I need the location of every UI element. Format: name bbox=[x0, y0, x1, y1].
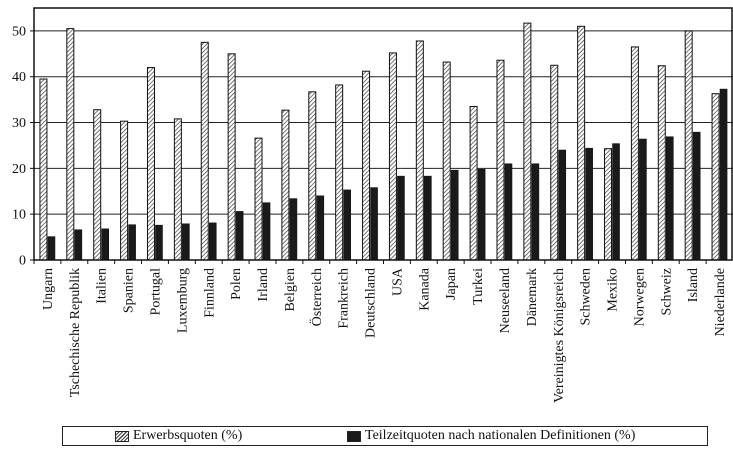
bar-erwerbsquoten bbox=[173, 118, 182, 261]
bar-erwerbsquoten bbox=[362, 70, 371, 261]
bar-erwerbsquoten bbox=[308, 91, 317, 261]
plot-frame bbox=[33, 7, 733, 261]
bar-teilzeitquoten bbox=[665, 136, 674, 261]
bar-teilzeitquoten bbox=[504, 163, 513, 261]
x-tick-label: Belgien bbox=[283, 268, 298, 312]
x-tick-label: Neuseeland bbox=[498, 268, 513, 333]
bar-erwerbsquoten bbox=[523, 22, 532, 261]
x-tick-label: Vereinigtes Königsreich bbox=[552, 268, 567, 403]
bar-erwerbsquoten bbox=[684, 30, 693, 261]
bar-teilzeitquoten bbox=[262, 202, 271, 261]
x-tick-label: Österreich bbox=[308, 268, 325, 326]
bar-erwerbsquoten bbox=[496, 59, 505, 261]
x-tick-label: Tschechische Republik bbox=[68, 268, 83, 397]
bar-teilzeitquoten bbox=[531, 163, 540, 261]
y-tick-label: 30 bbox=[12, 116, 26, 131]
bar-teilzeitquoten bbox=[235, 211, 244, 261]
x-tick-label: Norwegen bbox=[632, 268, 647, 326]
legend-swatch-solid bbox=[347, 430, 361, 442]
bar-erwerbsquoten bbox=[630, 46, 639, 261]
bar-erwerbsquoten bbox=[39, 78, 48, 261]
bar-teilzeitquoten bbox=[612, 143, 620, 261]
bar-erwerbsquoten bbox=[254, 137, 263, 261]
x-tick-label: Mexiko bbox=[606, 268, 621, 312]
bar-teilzeitquoten bbox=[343, 189, 351, 261]
x-tick-label: Polen bbox=[229, 268, 244, 300]
y-tick-label: 0 bbox=[19, 254, 26, 269]
x-tick-label: Frankreich bbox=[337, 268, 352, 329]
bar-erwerbsquoten bbox=[227, 53, 236, 261]
legend-swatch-hatched bbox=[115, 430, 129, 442]
bar-teilzeitquoten bbox=[182, 223, 190, 261]
bar-erwerbsquoten bbox=[711, 93, 720, 261]
bar-erwerbsquoten bbox=[66, 28, 75, 261]
bar-erwerbsquoten bbox=[657, 65, 666, 261]
legend-label: Teilzeitquoten nach nationalen Definitio… bbox=[365, 428, 636, 443]
x-tick-label: Kanada bbox=[417, 267, 432, 311]
bar-erwerbsquoten bbox=[93, 109, 102, 261]
x-tick-label: Dänemark bbox=[525, 268, 540, 326]
bar-erwerbsquoten bbox=[281, 109, 290, 261]
x-tick-label: USA bbox=[390, 267, 405, 296]
bar-teilzeitquoten bbox=[558, 149, 567, 261]
bar-teilzeitquoten bbox=[101, 228, 110, 261]
bar-teilzeitquoten bbox=[289, 198, 298, 261]
bar-erwerbsquoten bbox=[200, 41, 209, 261]
x-tick-label: Luxemburg bbox=[175, 268, 190, 333]
bar-teilzeitquoten bbox=[639, 138, 647, 261]
x-tick-label: Finnland bbox=[202, 268, 217, 318]
bar-teilzeitquoten bbox=[155, 224, 163, 261]
x-tick-label: Irland bbox=[256, 268, 271, 301]
y-tick-label: 40 bbox=[12, 70, 26, 85]
x-tick-label: Italien bbox=[95, 268, 110, 304]
bar-erwerbsquoten bbox=[469, 106, 478, 261]
bar-teilzeitquoten bbox=[128, 224, 136, 261]
x-tick-label: Turkei bbox=[471, 268, 486, 305]
x-tick-label: Spanien bbox=[122, 268, 137, 313]
x-tick-label: Schweden bbox=[579, 268, 594, 326]
y-tick-label: 20 bbox=[12, 162, 26, 177]
bar-erwerbsquoten bbox=[442, 61, 451, 261]
x-tick-label: Island bbox=[686, 268, 701, 302]
x-tick-label: Japan bbox=[444, 268, 459, 300]
legend: Erwerbsquoten (%) Teilzeitquoten nach na… bbox=[62, 426, 708, 446]
bar-teilzeitquoten bbox=[692, 131, 701, 261]
y-tick-label: 10 bbox=[12, 208, 26, 223]
bar-teilzeitquoten bbox=[719, 88, 728, 261]
bar-erwerbsquoten bbox=[146, 67, 155, 261]
legend-item-teilzeitquoten: Teilzeitquoten nach nationalen Definitio… bbox=[347, 428, 635, 444]
bar-teilzeitquoten bbox=[316, 195, 325, 261]
bar-erwerbsquoten bbox=[120, 120, 129, 261]
legend-item-erwerbsquoten: Erwerbsquoten (%) bbox=[115, 428, 242, 444]
bar-teilzeitquoten bbox=[397, 175, 405, 261]
bar-erwerbsquoten bbox=[550, 64, 559, 261]
x-tick-label: Ungarn bbox=[41, 268, 56, 310]
bar-teilzeitquoten bbox=[370, 187, 378, 261]
bar-teilzeitquoten bbox=[74, 229, 83, 261]
x-tick-label: Portugal bbox=[148, 268, 163, 316]
bar-teilzeitquoten bbox=[424, 175, 432, 261]
bar-erwerbsquoten bbox=[335, 84, 344, 261]
y-tick-label: 50 bbox=[12, 24, 26, 39]
bar-teilzeitquoten bbox=[585, 147, 593, 261]
legend-label: Erwerbsquoten (%) bbox=[133, 428, 243, 443]
bar-erwerbsquoten bbox=[577, 25, 586, 261]
bar-teilzeitquoten bbox=[208, 222, 217, 261]
bar-teilzeitquoten bbox=[47, 236, 56, 261]
bar-erwerbsquoten bbox=[415, 40, 424, 261]
x-tick-label: Niederlande bbox=[713, 268, 728, 336]
bar-erwerbsquoten bbox=[388, 52, 397, 261]
bar-teilzeitquoten bbox=[450, 169, 459, 261]
x-tick-label: Schweiz bbox=[659, 268, 674, 315]
bar-teilzeitquoten bbox=[477, 168, 486, 261]
bar-erwerbsquoten bbox=[604, 148, 613, 261]
x-tick-label: Deutschland bbox=[364, 268, 379, 338]
